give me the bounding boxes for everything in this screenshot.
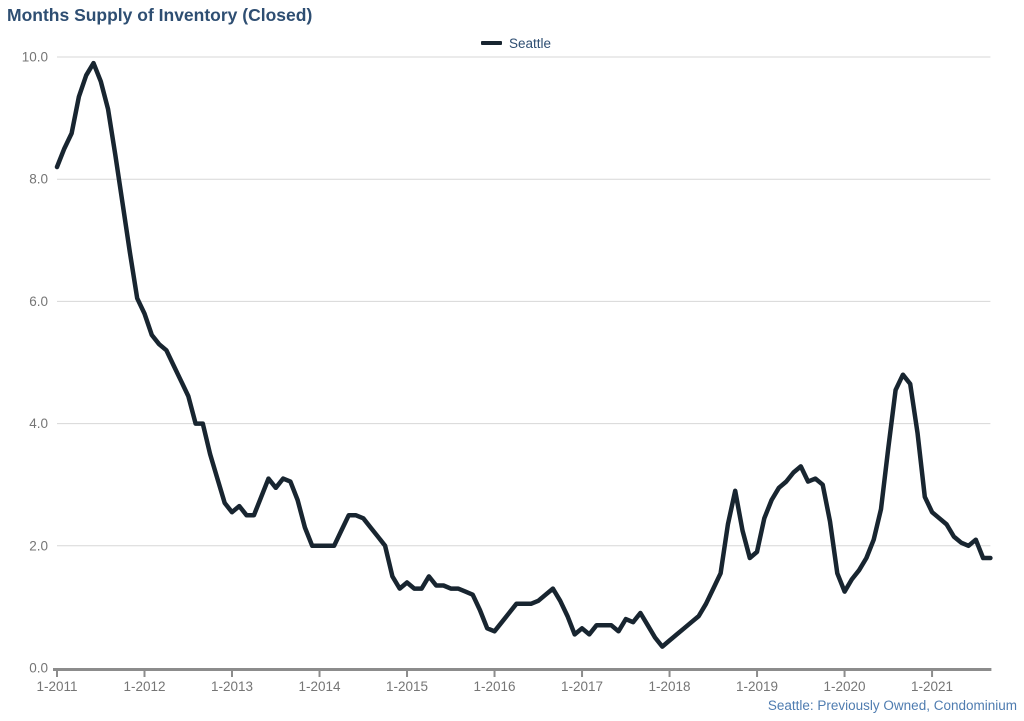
x-tick-label: 1-2015 [386,679,428,694]
y-tick-label: 0.0 [29,661,48,676]
x-tick-label: 1-2014 [298,679,341,694]
x-tick-label: 1-2020 [824,679,866,694]
y-tick-label: 8.0 [29,172,48,187]
x-tick-label: 1-2011 [36,679,77,694]
y-tick-label: 6.0 [29,294,48,309]
legend-line-swatch [481,40,502,46]
legend-item-seattle[interactable]: Seattle [481,36,551,51]
chart-footnote: Seattle: Previously Owned, Condominium [767,698,1017,713]
x-tick-label: 1-2018 [649,679,691,694]
y-tick-label: 2.0 [29,538,48,553]
x-tick-label: 1-2012 [123,679,165,694]
legend: Seattle [481,35,551,51]
x-tick-label: 1-2017 [561,679,603,694]
x-tick-label: 1-2013 [211,679,253,694]
legend-item-label: Seattle [509,35,552,51]
chart-title: Months Supply of Inventory (Closed) [7,5,313,25]
y-tick-label: 10.0 [22,50,48,65]
series-line-seattle [54,60,993,649]
x-tick-label: 1-2019 [736,679,778,694]
y-tick-label: 4.0 [29,416,48,431]
x-tick-label: 1-2021 [911,679,953,694]
x-tick-label: 1-2016 [474,679,516,694]
